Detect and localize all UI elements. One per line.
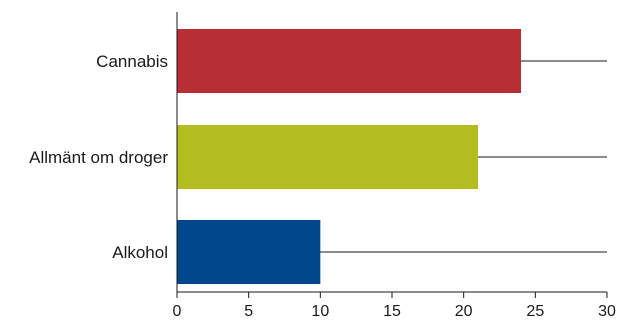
- x-tick-label: 15: [383, 303, 401, 320]
- bar-cannabis: [177, 29, 521, 93]
- x-tick-label: 10: [311, 303, 329, 320]
- x-tick-label: 0: [173, 303, 182, 320]
- category-label: Cannabis: [96, 52, 168, 71]
- bar-series: [177, 29, 521, 284]
- x-tick-label: 20: [455, 303, 473, 320]
- x-tick-label: 5: [244, 303, 253, 320]
- category-label: Alkohol: [112, 243, 168, 262]
- bar-allm-nt-om-droger: [177, 125, 478, 189]
- x-tick-label: 30: [598, 303, 616, 320]
- x-tick-label: 25: [526, 303, 544, 320]
- category-labels: Cannabis Allmänt om droger Alkohol: [29, 52, 168, 262]
- bar-alkohol: [177, 220, 321, 284]
- category-label: Allmänt om droger: [29, 148, 168, 167]
- x-axis-ticks: 0 5 10 15 20 25 30: [173, 292, 616, 320]
